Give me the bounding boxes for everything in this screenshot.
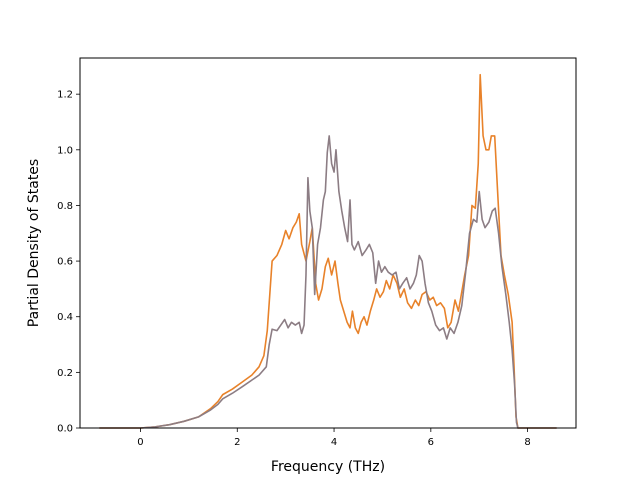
y-axis-ticks: 0.0 0.2 0.4 0.6 0.8 1.0 1.2 bbox=[57, 90, 80, 435]
y-tick-label: 0.0 bbox=[57, 424, 73, 435]
y-tick-label: 0.8 bbox=[57, 201, 73, 212]
x-axis-label: Frequency (THz) bbox=[271, 459, 385, 475]
x-tick-label: 0 bbox=[137, 437, 143, 448]
series-layer bbox=[99, 73, 557, 429]
series-line-2 bbox=[99, 135, 557, 429]
y-axis-label: Partial Density of States bbox=[26, 159, 42, 327]
y-tick-label: 1.2 bbox=[57, 90, 73, 101]
y-tick-label: 1.0 bbox=[57, 145, 73, 156]
x-tick-label: 6 bbox=[428, 437, 434, 448]
x-axis-ticks: 0 2 4 6 8 bbox=[137, 428, 531, 448]
x-tick-label: 2 bbox=[234, 437, 240, 448]
y-tick-label: 0.2 bbox=[57, 368, 73, 379]
series-line-1 bbox=[99, 73, 557, 429]
y-tick-label: 0.4 bbox=[57, 312, 73, 323]
x-tick-label: 4 bbox=[331, 437, 337, 448]
y-tick-label: 0.6 bbox=[57, 257, 73, 268]
x-tick-label: 8 bbox=[524, 437, 530, 448]
plot-area-frame bbox=[79, 57, 577, 429]
